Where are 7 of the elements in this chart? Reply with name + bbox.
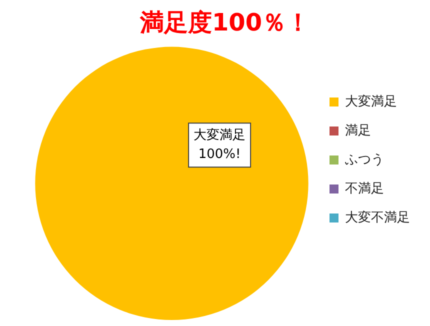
legend-label: 満足 (345, 123, 371, 138)
legend-label: ふつう (344, 152, 384, 168)
legend-label: 大変満足 (345, 93, 397, 110)
legend-label: 不満足 (345, 181, 384, 196)
legend-label: 大変不満足 (345, 209, 410, 226)
chart-title: 満足度100％！ (138, 8, 310, 37)
data-label: 大変満足 100%! (194, 127, 246, 162)
